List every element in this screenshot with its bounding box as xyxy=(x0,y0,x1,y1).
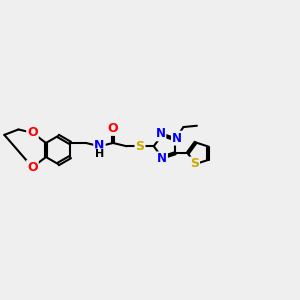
Text: H: H xyxy=(95,149,105,159)
Text: N: N xyxy=(172,132,182,145)
Text: N: N xyxy=(157,152,167,165)
Text: O: O xyxy=(27,161,38,174)
Text: S: S xyxy=(136,140,145,153)
Text: O: O xyxy=(27,126,38,139)
Text: S: S xyxy=(190,158,199,170)
Text: O: O xyxy=(108,122,118,135)
Text: N: N xyxy=(94,139,105,152)
Text: N: N xyxy=(155,127,165,140)
